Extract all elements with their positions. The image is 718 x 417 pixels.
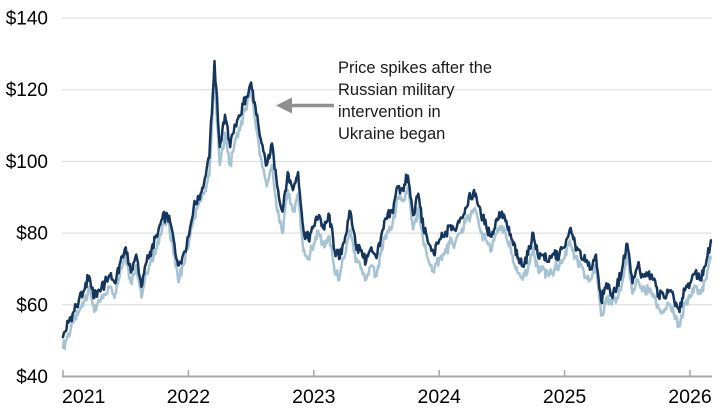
x-tick-label: 2023 bbox=[292, 386, 335, 408]
annotation-line: intervention in bbox=[338, 103, 441, 121]
y-tick-label: $80 bbox=[16, 224, 48, 245]
annotation-line: Ukraine began bbox=[338, 125, 446, 143]
x-axis bbox=[62, 370, 712, 378]
dark-navy-series bbox=[61, 59, 713, 339]
annotation-text: Price spikes after the Russian military … bbox=[338, 57, 538, 145]
y-tick-label: $40 bbox=[16, 367, 48, 388]
price-lines bbox=[61, 59, 713, 350]
y-tick-label: $140 bbox=[6, 9, 48, 30]
annotation-line: Russian military bbox=[338, 81, 455, 99]
arrow-head bbox=[276, 97, 292, 114]
x-tick-label: 2024 bbox=[418, 386, 462, 408]
x-tick-label: 2022 bbox=[167, 386, 210, 408]
y-tick-label: $100 bbox=[6, 152, 48, 173]
x-tick-label: 2025 bbox=[543, 386, 587, 408]
light-blue-series bbox=[61, 77, 713, 350]
annotation-line: Price spikes after the bbox=[338, 59, 493, 77]
y-tick-label: $120 bbox=[6, 80, 48, 101]
annotation-arrow bbox=[276, 97, 334, 114]
axis-tick-labels: $140 $120 $100 $80 $60 $40 2021 2022 2023 2024 202… bbox=[6, 9, 712, 409]
y-tick-label: $60 bbox=[16, 295, 48, 316]
x-tick-label: 2021 bbox=[62, 386, 105, 408]
x-tick-label: 2026 bbox=[668, 386, 711, 408]
